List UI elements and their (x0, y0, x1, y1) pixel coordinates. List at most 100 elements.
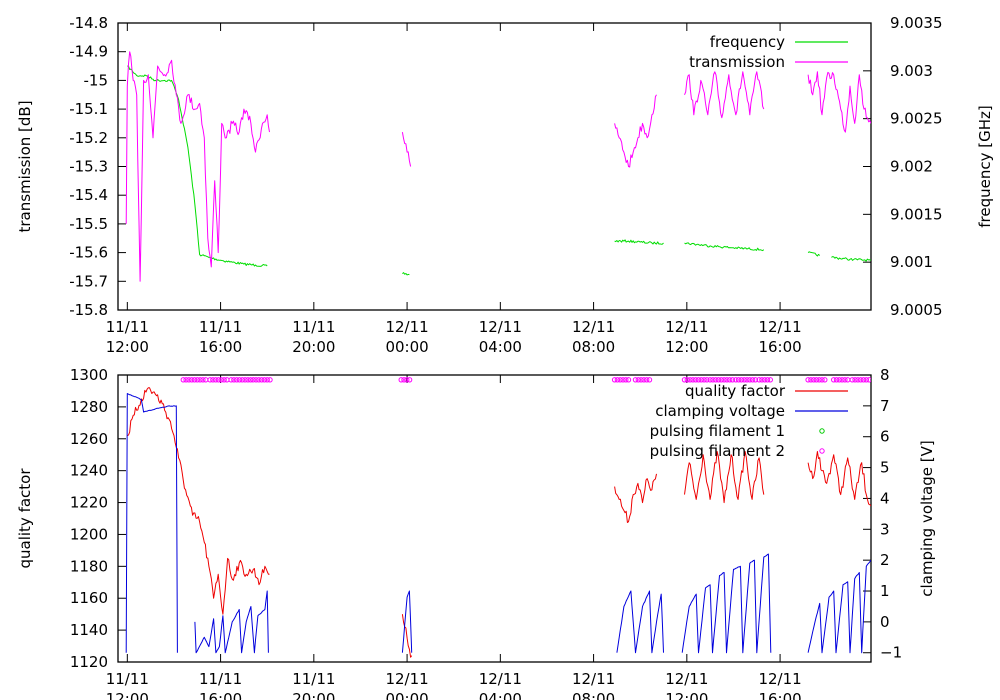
pulsing-filament-2-marker (831, 377, 837, 383)
x-tick-label-date: 12/11 (665, 318, 708, 336)
y2-tick-label: 2 (880, 551, 890, 569)
pulsing-filament-2-marker (681, 377, 688, 383)
pulsing-filament-2-marker (822, 377, 828, 383)
pulsing-filament-2-marker (401, 377, 407, 383)
legend-swatch-pulsing-filament-2 (819, 448, 825, 454)
x-tick-label-date: 12/11 (479, 318, 522, 336)
pulsing-filament-2-marker (704, 377, 710, 383)
pulsing-filament-2-marker (749, 377, 756, 383)
y-tick-label: -15 (84, 71, 109, 89)
pulsing-filament-2-marker (710, 377, 716, 383)
pulsing-filament-2-marker (849, 377, 855, 383)
y-tick-label: 1120 (70, 653, 108, 671)
pulsing-filament-2-marker (684, 377, 690, 383)
pulsing-filament-2-marker (733, 377, 739, 383)
y2-tick-label: 7 (880, 397, 890, 415)
pulsing-filament-2-marker (625, 377, 632, 383)
x-tick-label-date: 11/11 (106, 318, 149, 336)
y2-tick-label: 1 (880, 582, 890, 600)
pulsing-filament-2-marker (623, 377, 629, 383)
pulsing-filament-2-marker (191, 377, 198, 383)
pulsing-filament-2-marker (213, 377, 219, 383)
pulsing-filament-2-marker (258, 377, 265, 383)
x-tick-label-time: 12:00 (106, 690, 149, 700)
pulsing-filament-2-marker (756, 377, 762, 383)
y-tick-label: 1280 (70, 398, 108, 416)
legend-label-clamping-voltage: clamping voltage (655, 402, 785, 420)
pulsing-filament-2-marker (207, 377, 213, 383)
pulsing-filament-2-marker (813, 377, 820, 383)
x-tick-label-time: 16:00 (199, 338, 242, 356)
pulsing-filament-2-marker (256, 377, 262, 383)
x-tick-label-date: 12/11 (572, 670, 615, 688)
pulsing-filament-2-marker (245, 377, 251, 383)
transmission-line (807, 71, 871, 133)
pulsing-filament-2-marker (186, 377, 192, 383)
y-tick-label: -15.3 (69, 158, 108, 176)
y-tick-label: -15.8 (69, 301, 108, 319)
pulsing-filament-2-marker (221, 377, 227, 383)
pulsing-filament-2-marker (236, 377, 243, 383)
pulsing-filament-2-marker (215, 377, 222, 383)
x-tick-label-time: 12:00 (665, 690, 708, 700)
x-tick-label-time: 20:00 (292, 690, 335, 700)
x-tick-label-time: 12:00 (106, 338, 149, 356)
y-tick-label: -15.6 (69, 244, 108, 262)
y2-tick-label: 8 (880, 366, 890, 384)
x-tick-label-date: 12/11 (758, 318, 801, 336)
y2-tick-label: 9.0025 (890, 110, 943, 128)
y2-tick-label: 9.001 (890, 253, 933, 271)
pulsing-filament-2-marker (695, 377, 702, 383)
pulsing-filament-2-marker (197, 377, 203, 383)
pulsing-filament-2-marker (863, 377, 869, 383)
pulsing-filament-2-marker (816, 377, 822, 383)
x-tick-label-date: 11/11 (199, 670, 242, 688)
transmission-line (614, 94, 657, 168)
pulsing-filament-2-marker (239, 377, 246, 383)
pulsing-filament-2-marker (611, 377, 618, 383)
pulsing-filament-2-marker (617, 377, 623, 383)
x-tick-label-date: 11/11 (199, 318, 242, 336)
pulsing-filament-2-marker (250, 377, 256, 383)
transmission-frequency-panel: -15.8 -15.7 -15.6 -15.5 -15.4 -15.3 -15.2 -15.1… (16, 14, 994, 356)
x-tick-label-time: 16:00 (758, 690, 801, 700)
y2-tick-label: 0 (880, 613, 890, 631)
frequency-line (402, 272, 410, 276)
y-tick-label: -15.1 (69, 100, 108, 118)
pulsing-filament-2-marker (638, 377, 644, 383)
y2-tick-label: 3 (880, 520, 890, 538)
quality-factor-line (684, 451, 765, 504)
pulsing-filament-2-marker (228, 377, 234, 383)
pulsing-filament-2-marker (735, 377, 742, 383)
pulsing-filament-2-marker (707, 377, 713, 383)
pulsing-filament-2-marker (839, 377, 845, 383)
legend-label-pulsing-filament-1: pulsing filament 1 (650, 422, 785, 440)
y-tick-label: 1260 (70, 430, 108, 448)
pulsing-filament-2-marker (203, 377, 209, 383)
legend-label-pulsing-filament-2: pulsing filament 2 (650, 442, 785, 460)
transmission-line (125, 51, 270, 282)
x-tick-label-time: 12:00 (665, 338, 708, 356)
y-axis-title: quality factor (16, 468, 34, 569)
y-tick-label: -15.7 (69, 272, 108, 290)
pulsing-filament-2-marker (183, 377, 189, 383)
legend-label-quality-factor: quality factor (685, 382, 786, 400)
pulsing-filament-2-marker (404, 377, 410, 383)
x-tick-label-time: 00:00 (385, 338, 428, 356)
pulsing-filament-2-marker (231, 377, 237, 383)
pulsing-filament-2-marker (264, 377, 270, 383)
pulsing-filament-2-marker (261, 377, 268, 383)
pulsing-filament-2-marker (218, 377, 225, 383)
pulsing-filament-2-marker (860, 377, 867, 383)
y-tick-label: 1300 (70, 366, 108, 384)
pulsing-filament-2-marker (180, 377, 187, 383)
y2-tick-label: 6 (880, 428, 890, 446)
pulsing-filament-2-marker (741, 377, 747, 383)
y-tick-label: -14.8 (69, 14, 108, 32)
frequency-line (831, 256, 871, 262)
y2-tick-label: 9.0005 (890, 301, 943, 319)
pulsing-filament-2-marker (713, 377, 719, 383)
pulsing-filament-2-marker (646, 377, 653, 383)
pulsing-filament-2-marker (724, 377, 730, 383)
pulsing-filament-2-marker (641, 377, 647, 383)
